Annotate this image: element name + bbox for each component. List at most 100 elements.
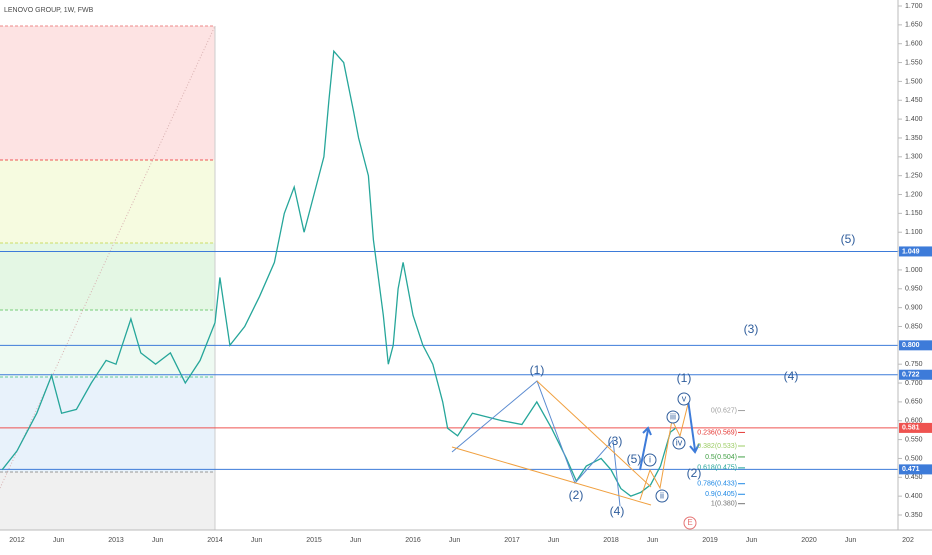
wave-label: (5) [841,232,856,246]
x-tick-label: Jun [548,537,559,544]
wave-labels: (5) (3) (4) (1) (1) (2) (3) (4) (5) (2) … [530,232,856,530]
wave-label: iii [670,411,676,421]
y-tick-label: 0.950 [905,286,923,293]
y-tick-label: 1.500 [905,78,923,85]
x-tick-label: 202 [902,537,914,544]
x-tick-label: 2016 [405,537,421,544]
price [1,49,676,497]
background-zones [0,25,216,530]
wave-label: (2) [569,488,584,502]
fib-label: 0.382(0.533) [697,443,737,450]
level-badge [899,369,932,380]
wave-circle [666,410,680,424]
wave-label: (5) [627,452,642,466]
level-badge [899,246,932,257]
wave-label: i [649,454,651,464]
fib-label: 0.9(0.405) [705,491,737,498]
fib-label: 0.786(0.433) [697,481,737,488]
zone [0,160,215,243]
arrow-head [642,426,652,436]
x-tick-label: 2015 [306,537,322,544]
x-tick-label: 2014 [207,537,223,544]
wave-circle [672,436,686,450]
level-badge [899,422,932,433]
wedge-line [536,380,652,488]
wedge-line [451,446,652,506]
x-tick-label: Jun [53,537,64,544]
price-axis [898,0,932,550]
x-tick-label: Jun [845,537,856,544]
y-tick-label: 1.600 [905,41,923,48]
y-tick-label: 1.550 [905,59,923,66]
y-tick-label: 1.700 [905,3,923,10]
y-tick-label: 1.200 [905,191,923,198]
y-tick-label: 1.400 [905,116,923,123]
y-tick-label: 0.750 [905,361,923,368]
y-tick-label: 0.550 [905,436,923,443]
y-tick-label: 0.900 [905,304,923,311]
wave-label: (3) [608,434,623,448]
y-tick-label: 0.500 [905,455,923,462]
fib-label: 1(0.380) [711,501,737,508]
wave-label: (4) [784,369,799,383]
axes: 1.700 1.650 1.600 1.550 1.500 1.450 1.400 1.350… [9,3,932,544]
x-tick-label: 2017 [504,537,520,544]
y-tick-label: 1.450 [905,97,923,104]
y-tick-label: 0.350 [905,512,923,519]
wave-label: (3) [744,322,759,336]
wave-label: ii [660,490,664,500]
y-tick-label: 0.850 [905,323,923,330]
level-label: 0.800 [902,342,920,349]
y-tick-label: 0.650 [905,399,923,406]
time-axis [0,530,898,550]
wave-label: iv [676,437,683,447]
arrow [687,399,696,451]
x-tick-label: 2012 [9,537,25,544]
fib-label: 0(0.627) [711,407,737,414]
fib-label: 0.236(0.569) [697,429,737,436]
zone [0,472,215,530]
diagonal [0,25,216,489]
level-label: 0.722 [902,372,920,379]
zone [0,377,215,472]
wave-label: (1) [677,371,692,385]
wave-label: (1) [530,363,545,377]
fib-label: 0.5(0.504) [705,454,737,461]
y-tick-label: 1.000 [905,267,923,274]
y-tick-label: 0.700 [905,380,923,387]
fibonacci: 0(0.627) 0.236(0.569) 0.382(0.533) 0.5(0.50… [697,407,745,508]
x-tick-label: Jun [350,537,361,544]
y-tick-label: 0.450 [905,474,923,481]
wave-label: (4) [610,504,625,518]
y-tick-label: 1.100 [905,229,923,236]
wave-line [639,403,689,501]
x-tick-label: Jun [449,537,460,544]
y-tick-label: 0.400 [905,493,923,500]
x-tick-label: 2020 [801,537,817,544]
x-tick-label: Jun [647,537,658,544]
level-label: 1.049 [902,248,920,255]
level-badge [899,464,932,475]
wave-label: v [682,393,687,403]
y-tick-label: 1.250 [905,173,923,180]
y-tick-label: 0.600 [905,418,923,425]
chart-title: LENOVO GROUP, 1W, FWB [4,7,94,14]
y-tick-label: 1.300 [905,154,923,161]
levels [0,250,898,470]
fib-label: 0.618(0.475) [697,465,737,472]
x-tick-label: Jun [152,537,163,544]
x-tick-label: 2018 [603,537,619,544]
y-tick-label: 1.150 [905,210,923,217]
wave-label: (2) [687,466,702,480]
zone [0,26,215,160]
y-tick-label: 1.650 [905,22,923,29]
x-tick-label: 2019 [702,537,718,544]
x-tick-label: Jun [251,537,262,544]
x-tick-label: Jun [746,537,757,544]
trend-lines [451,380,700,507]
y-tick-label: 1.350 [905,135,923,142]
x-tick-label: 2013 [108,537,124,544]
level-label: 0.581 [902,425,920,432]
